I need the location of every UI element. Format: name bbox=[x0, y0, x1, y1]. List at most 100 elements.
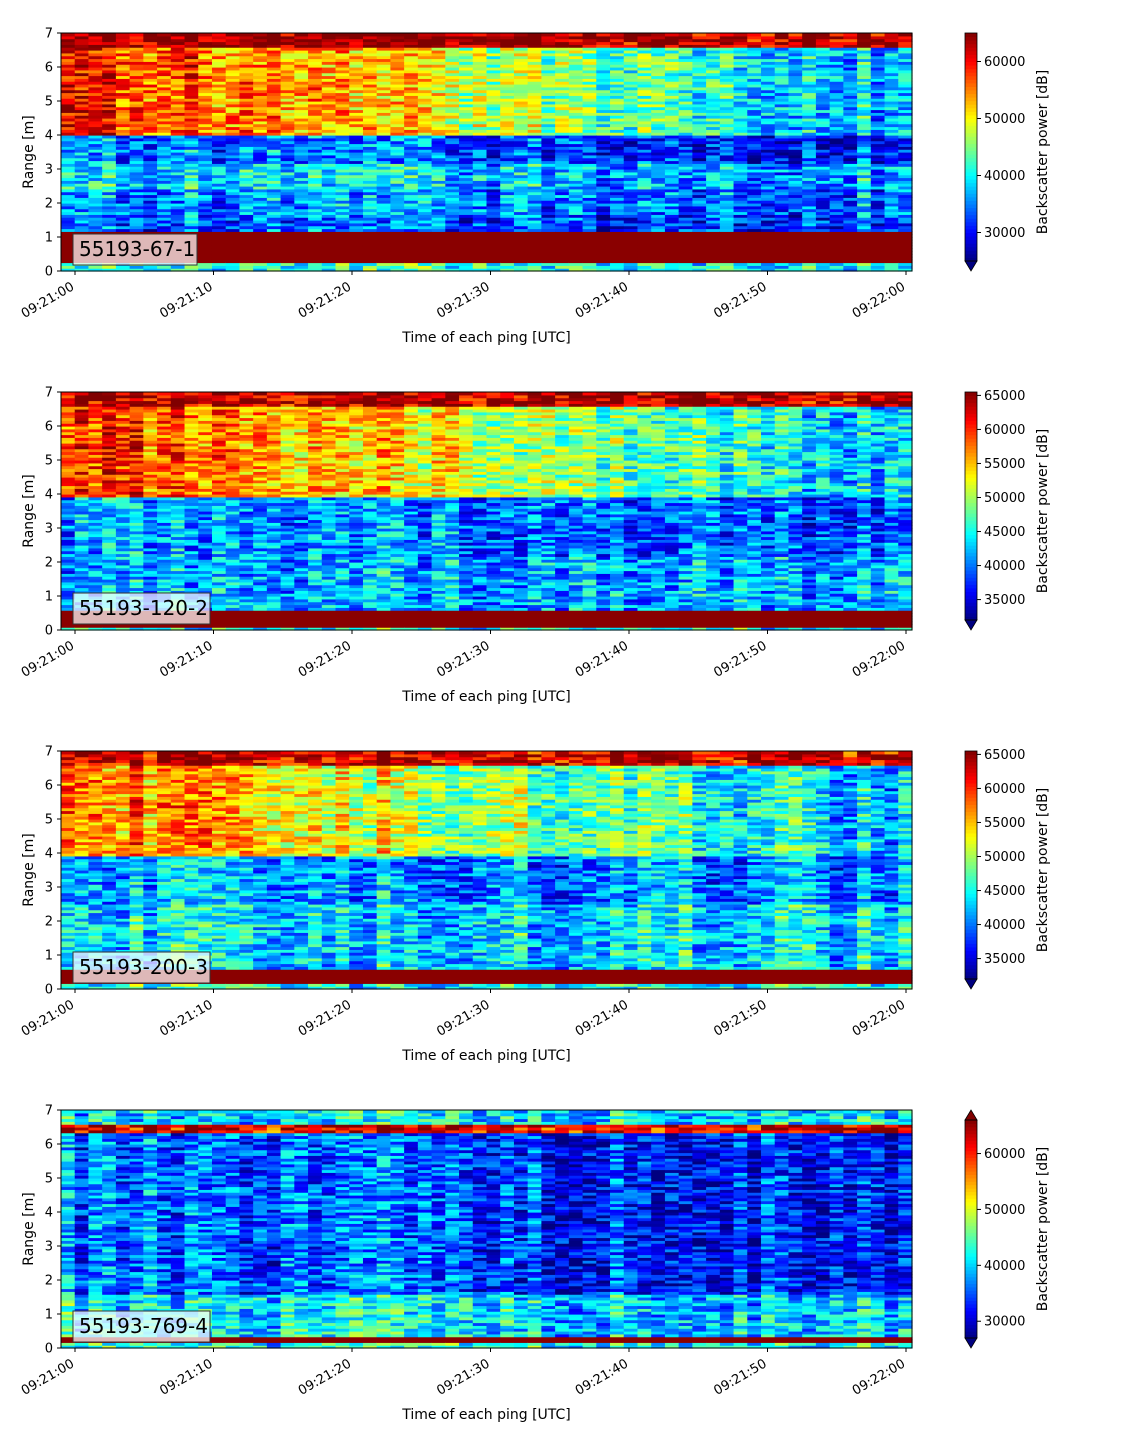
echogram-cell bbox=[664, 52, 680, 57]
echogram-cell bbox=[541, 146, 556, 150]
echogram-cell bbox=[198, 160, 213, 164]
echogram-cell bbox=[404, 183, 419, 187]
echogram-cell bbox=[596, 143, 611, 147]
echogram-cell bbox=[555, 265, 570, 269]
echogram-cell bbox=[88, 135, 103, 139]
echogram-cell bbox=[582, 52, 597, 57]
echogram-cell bbox=[184, 197, 199, 201]
echogram-cell bbox=[170, 222, 186, 227]
echogram-cell bbox=[637, 44, 652, 48]
echogram-cell bbox=[239, 115, 254, 119]
echogram-cell bbox=[500, 61, 515, 65]
echogram-cell bbox=[678, 262, 693, 266]
echogram-cell bbox=[472, 251, 488, 255]
echogram-cell bbox=[198, 225, 213, 230]
echogram-cell bbox=[582, 35, 597, 40]
echogram-cell bbox=[143, 220, 158, 224]
echogram-cell bbox=[651, 180, 666, 184]
echogram-cell bbox=[445, 217, 460, 221]
echogram-cell bbox=[294, 81, 309, 85]
echogram-cell bbox=[390, 44, 405, 48]
echogram-cell bbox=[404, 188, 419, 193]
echogram-cell bbox=[610, 225, 625, 230]
echogram-cell bbox=[143, 129, 158, 133]
echogram-cell bbox=[513, 109, 529, 113]
echogram-cell bbox=[308, 140, 323, 145]
echogram-cell bbox=[459, 211, 474, 215]
echogram-cell bbox=[198, 200, 213, 204]
echogram-cell bbox=[280, 237, 295, 241]
echogram-cell bbox=[651, 248, 666, 252]
echogram-cell bbox=[500, 245, 515, 249]
echogram-cell bbox=[211, 129, 227, 133]
echogram-cell bbox=[513, 220, 529, 224]
echogram-cell bbox=[582, 157, 597, 162]
echogram-cell bbox=[610, 222, 625, 227]
echogram-cell bbox=[527, 174, 543, 179]
echogram-cell bbox=[486, 191, 501, 196]
echogram-cell bbox=[431, 98, 446, 102]
echogram-cell bbox=[321, 98, 337, 102]
echogram-cell bbox=[555, 149, 570, 153]
echogram-cell bbox=[513, 149, 529, 153]
echogram-cell bbox=[321, 84, 337, 88]
echogram-cell bbox=[102, 115, 117, 119]
echogram-cell bbox=[610, 256, 625, 261]
echogram-cell bbox=[280, 103, 295, 108]
echogram-cell bbox=[239, 58, 254, 62]
echogram-cell bbox=[404, 211, 419, 215]
echogram-cell bbox=[664, 132, 680, 136]
echogram-cell bbox=[129, 126, 144, 130]
echogram-cell bbox=[335, 177, 350, 181]
echogram-cell bbox=[582, 146, 597, 150]
echogram-cell bbox=[115, 146, 131, 150]
echogram-cell bbox=[280, 239, 295, 244]
echogram-cell bbox=[280, 183, 295, 187]
echogram-cell bbox=[513, 140, 529, 145]
echogram-cell bbox=[115, 200, 131, 204]
echogram-cell bbox=[513, 78, 529, 82]
echogram-cell bbox=[417, 231, 433, 235]
echogram-cell bbox=[170, 118, 186, 122]
echogram-cell bbox=[582, 217, 597, 221]
echogram-cell bbox=[321, 146, 337, 150]
echogram-cell bbox=[555, 55, 570, 60]
echogram-cell bbox=[459, 254, 474, 258]
echogram-cell bbox=[610, 120, 625, 125]
echogram-cell bbox=[623, 217, 639, 221]
echogram-cell bbox=[349, 188, 364, 193]
echogram-cell bbox=[308, 149, 323, 153]
echogram-cell bbox=[376, 211, 392, 215]
echogram-cell bbox=[170, 177, 186, 181]
echogram-cell bbox=[225, 61, 241, 65]
echogram-cell bbox=[335, 123, 350, 128]
echogram-cell bbox=[280, 208, 295, 213]
echogram-cell bbox=[157, 41, 172, 45]
echogram-cell bbox=[815, 33, 831, 37]
echogram-cell bbox=[445, 180, 460, 184]
echogram-cell bbox=[88, 149, 103, 153]
echogram-cell bbox=[596, 200, 611, 204]
echogram-cell bbox=[582, 256, 597, 261]
echogram-cell bbox=[541, 33, 556, 37]
echogram-cell bbox=[198, 259, 213, 264]
echogram-cell bbox=[157, 200, 172, 204]
echogram-cell bbox=[445, 115, 460, 119]
echogram-cell bbox=[102, 33, 117, 37]
echogram-cell bbox=[541, 140, 556, 145]
echogram-cell bbox=[266, 64, 282, 68]
echogram-cell bbox=[349, 177, 364, 181]
echogram-cell bbox=[362, 251, 378, 255]
echogram-cell bbox=[596, 126, 611, 130]
echogram-cell bbox=[390, 200, 405, 204]
echogram-cell bbox=[362, 228, 378, 232]
echogram-cell bbox=[362, 123, 378, 128]
echogram-cell bbox=[88, 92, 103, 96]
echogram-cell bbox=[362, 35, 378, 40]
echogram-cell bbox=[404, 98, 419, 102]
echogram-cell bbox=[157, 191, 172, 196]
echogram-cell bbox=[664, 205, 680, 210]
echogram-cell bbox=[321, 217, 337, 221]
echogram-cell bbox=[472, 265, 488, 269]
echogram-cell bbox=[390, 171, 405, 176]
